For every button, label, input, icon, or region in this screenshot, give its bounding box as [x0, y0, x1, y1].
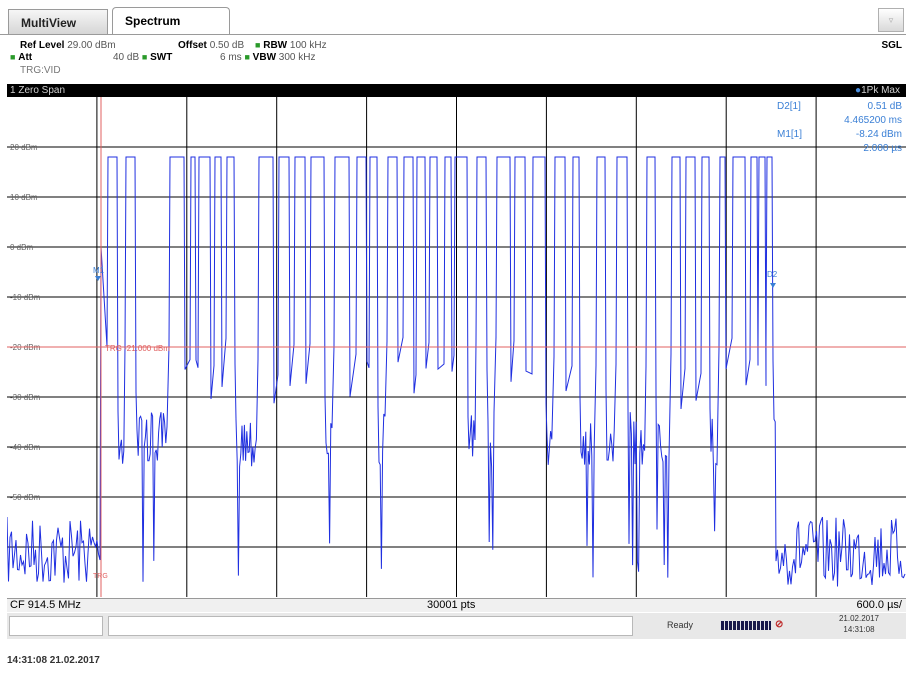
window-title: 1 Zero Span — [10, 85, 66, 96]
status-bar: Ready ⊘ 21.02.2017 14:31:08 — [7, 613, 906, 639]
tab-divider — [0, 34, 906, 35]
lxi-icon: ⊘ — [775, 619, 784, 630]
center-frequency: CF 914.5 MHz — [10, 599, 81, 611]
y-axis-label: 20 dBm — [10, 143, 38, 152]
y-axis-label: 0 dBm — [10, 243, 33, 252]
rbw: ■ RBW 100 kHz — [255, 40, 327, 51]
tab-multiview[interactable]: MultiView — [8, 9, 108, 35]
swt-vbw: 6 ms ■ VBW 300 kHz — [220, 52, 316, 63]
measurement-settings: Ref Level 29.00 dBm Offset 0.50 dB ■ RBW… — [0, 38, 906, 84]
status-message-field — [108, 616, 633, 636]
att-swt: 40 dB ■ SWT — [113, 52, 173, 63]
sweep-points: 30001 pts — [427, 599, 476, 611]
tab-bar: MultiView Spectrum ▿ — [0, 0, 906, 37]
marker-m1[interactable]: M1 — [93, 266, 105, 281]
y-axis-label: -30 dBm — [10, 393, 41, 402]
diagram-footer: CF 914.5 MHz 30001 pts 600.0 µs/ — [7, 598, 906, 612]
status-time: 14:31:08 — [843, 625, 875, 634]
marker-m1-label: M1[1] — [777, 129, 802, 140]
window-title-bar: 1 Zero Span ●1Pk Max — [7, 84, 906, 97]
ref-level: Ref Level 29.00 dBm — [20, 40, 116, 51]
instrument-state: Ready — [667, 620, 694, 630]
toolbar-toggle-button[interactable]: ▿ — [878, 8, 904, 32]
marker-d2-level: 0.51 dB — [868, 101, 903, 112]
trace-1 — [7, 156, 906, 587]
att: ■ Att — [10, 52, 33, 63]
status-field-left[interactable] — [9, 616, 103, 636]
progress-bar — [721, 621, 771, 630]
marker-d2-flag: D2 — [767, 270, 778, 279]
tab-spectrum[interactable]: Spectrum — [112, 7, 230, 35]
bullet-icon: ■ — [10, 52, 16, 62]
bullet-icon: ■ — [244, 52, 250, 62]
time-per-division: 600.0 µs/ — [856, 599, 902, 611]
marker-d2[interactable]: D2 — [767, 270, 778, 288]
marker-d2-time: 4.465200 ms — [844, 115, 902, 126]
marker-d2-label: D2[1] — [777, 101, 801, 112]
marker-arrow-icon — [95, 276, 101, 281]
marker-m1-flag: M1 — [93, 266, 105, 275]
marker-m1-time: 2.000 µs — [863, 143, 902, 154]
trigger-level-label: TRG -21.000 dBm — [105, 344, 170, 353]
trace-mode: ●1Pk Max — [855, 85, 900, 96]
status-date: 21.02.2017 — [838, 614, 880, 623]
marker-arrow-icon — [770, 283, 776, 288]
y-axis-label: 10 dBm — [10, 193, 38, 202]
marker-table: D2[1] 0.51 dB 4.465200 ms M1[1] -8.24 dB… — [777, 101, 902, 154]
screenshot-timestamp: 14:31:08 21.02.2017 — [7, 655, 100, 666]
trace-line — [7, 156, 906, 587]
trigger-marker: TRG — [93, 573, 108, 580]
y-axis-label: -50 dBm — [10, 493, 41, 502]
y-axis-label: -40 dBm — [10, 443, 41, 452]
bullet-icon: ■ — [141, 52, 148, 62]
trace-indicator-icon: ● — [855, 85, 862, 96]
marker-m1-level: -8.24 dBm — [856, 129, 902, 140]
y-axis-label: -10 dBm — [10, 293, 41, 302]
trigger-source: TRG:VID — [20, 65, 61, 76]
sweep-mode: SGL — [881, 40, 902, 51]
chevron-icon: ▿ — [888, 15, 894, 25]
bullet-icon: ■ — [255, 40, 261, 50]
offset: Offset 0.50 dB — [178, 40, 245, 51]
